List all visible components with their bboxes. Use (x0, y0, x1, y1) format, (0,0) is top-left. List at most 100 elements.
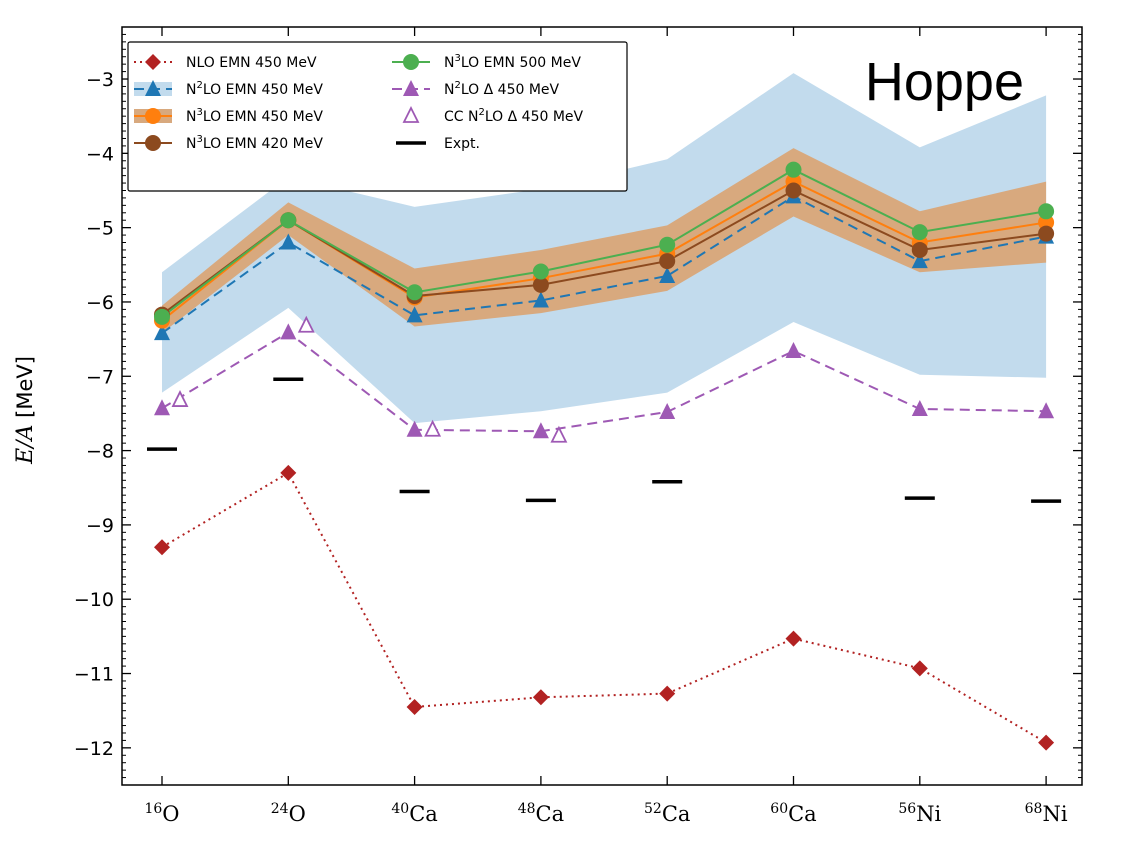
legend-box (127, 41, 628, 192)
legend-left-3-label: N3LO EMN 420 MeV (186, 134, 323, 152)
x-tick-mass: 48 (518, 801, 536, 817)
series-5-point-1 (280, 323, 297, 340)
y-tick-labels: −3 −4 −5 −6 −7 −8 −9 −10 −11 −12 (74, 69, 114, 760)
series-line-5 (161, 331, 1047, 433)
x-tick-mass: 24 (271, 801, 289, 817)
series-1-point-4 (659, 266, 676, 283)
series-4-point-2 (406, 284, 423, 301)
series-5-point-3 (532, 422, 549, 439)
chart-annotation: Hoppe (865, 52, 1024, 112)
x-tick-label-4: 52Ca (644, 801, 690, 826)
series-5-point-2 (406, 420, 423, 437)
series-5-point-7 (1038, 402, 1055, 419)
legend-right-3-label: Expt. (444, 136, 480, 152)
x-tick-mass: 60 (770, 801, 788, 817)
legend-right-1-marker-handle (403, 80, 419, 96)
series-0-point-1 (280, 464, 297, 481)
series-0-point-2 (406, 698, 423, 715)
x-tick-label-7: 68Ni (1025, 801, 1068, 826)
series-2-point-7 (1038, 214, 1055, 231)
series-3-point-4 (659, 253, 676, 270)
y-tick-label-9: −12 (74, 738, 114, 760)
x-tick-mass: 52 (644, 801, 662, 817)
x-tick-element: Ni (916, 802, 941, 826)
series-1-point-3 (532, 291, 549, 308)
legend-left-1-label: N2LO EMN 450 MeV (186, 80, 323, 98)
series-4-point-7 (1038, 203, 1055, 220)
legend-right-2-marker-handle (402, 105, 420, 123)
x-tick-element: Ca (788, 802, 817, 826)
x-tick-mass: 68 (1025, 801, 1043, 817)
y-tick-label-4: −7 (86, 366, 114, 388)
x-tick-element: Ca (662, 802, 691, 826)
series-6-point-2 (424, 419, 442, 437)
legend-right-0-marker-handle (403, 54, 419, 70)
band-1 (162, 148, 1047, 334)
series-0-point-0 (154, 539, 170, 556)
y-tick-label-8: −11 (74, 664, 114, 686)
series-1-point-6 (911, 252, 928, 269)
x-tick-labels: 16O 24O 40Ca 48Ca 52Ca 60Ca 56Ni 68Ni (144, 801, 1067, 826)
legend-right-2-label: CC N2LO Δ 450 MeV (444, 107, 584, 125)
x-tick-element: Ni (1042, 802, 1067, 826)
series-3-point-7 (1038, 225, 1055, 242)
x-tick-label-0: 16O (144, 801, 179, 826)
x-tick-mass: 56 (898, 801, 916, 817)
series-6-point-3 (550, 425, 568, 443)
x-tick-mass: 16 (144, 801, 162, 817)
y-tick-label-7: −10 (74, 589, 114, 611)
series-0-point-5 (785, 630, 802, 647)
y-tick-label-3: −6 (86, 292, 114, 314)
legend-left-0-marker-handle (145, 54, 161, 70)
series-0-point-3 (532, 689, 549, 706)
series-3-point-6 (911, 241, 928, 258)
legend-left-2-marker-handle (145, 108, 161, 124)
series-6-point-0 (171, 390, 189, 407)
legend-left-1-marker-handle (145, 80, 161, 96)
x-tick-element: Ca (409, 802, 438, 826)
series-markers (147, 161, 1062, 751)
series-4-point-5 (785, 161, 802, 178)
x-tick-label-3: 48Ca (518, 801, 564, 826)
series-3-point-3 (532, 276, 549, 293)
series-5-point-0 (154, 399, 170, 416)
series-0-point-6 (911, 660, 928, 677)
y-axis-label: E/A [MeV] (13, 356, 38, 465)
legend: NLO EMN 450 MeV N2LO EMN 450 MeV N3LO EMN … (127, 41, 628, 192)
series-4-point-4 (659, 236, 676, 253)
series-0-point-4 (659, 685, 676, 702)
series-0-point-7 (1038, 734, 1055, 751)
series-line-4 (161, 168, 1047, 318)
x-tick-mass: 40 (391, 801, 409, 817)
series-5-point-4 (659, 402, 676, 419)
legend-right-0-label: N3LO EMN 500 MeV (444, 53, 581, 71)
legend-right-1-label: N2LO Δ 450 MeV (444, 80, 560, 98)
legend-left-2-label: N3LO EMN 450 MeV (186, 107, 323, 125)
series-4-point-3 (532, 263, 549, 280)
x-tick-element: O (162, 802, 179, 826)
legend-left-3-marker-handle (145, 135, 161, 151)
uncertainty-bands (162, 73, 1047, 424)
y-tick-label-5: −8 (86, 441, 114, 463)
series-4-point-0 (154, 308, 170, 325)
series-6-point-1 (297, 315, 315, 333)
x-tick-label-2: 40Ca (391, 801, 437, 826)
legend-left-0-label: NLO EMN 450 MeV (186, 55, 317, 71)
series-line-0 (161, 471, 1047, 744)
x-tick-label-1: 24O (271, 801, 306, 826)
series-1-point-1 (280, 233, 297, 250)
series-lines (161, 168, 1047, 744)
axes (121, 26, 1083, 786)
x-tick-label-6: 56Ni (898, 801, 941, 826)
x-tick-element: Ca (536, 802, 565, 826)
series-line-1 (161, 195, 1047, 334)
series-4-point-1 (280, 212, 297, 229)
x-tick-label-5: 60Ca (770, 801, 816, 826)
y-tick-label-1: −4 (86, 143, 114, 165)
x-tick-element: O (289, 802, 306, 826)
series-3-point-5 (785, 182, 802, 199)
series-5-point-6 (911, 399, 928, 416)
y-tick-label-2: −5 (86, 218, 114, 240)
series-1-point-2 (406, 306, 423, 323)
